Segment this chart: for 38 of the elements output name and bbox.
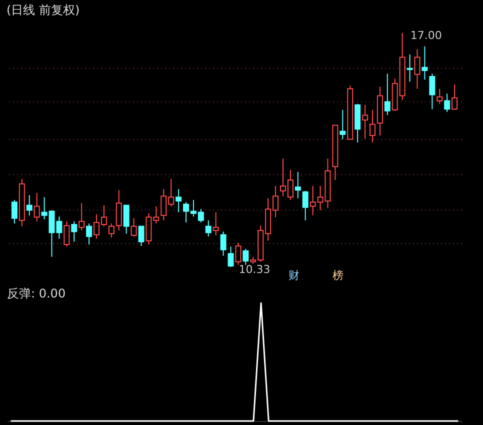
candlestick — [294, 171, 301, 199]
annotation: 17.00 — [410, 29, 442, 42]
candlestick — [71, 220, 78, 242]
candlestick — [11, 199, 18, 224]
candlestick — [340, 109, 346, 140]
candlestick — [123, 204, 130, 234]
text: 财 — [288, 269, 300, 282]
candlestick — [444, 93, 450, 112]
candlestick — [369, 109, 376, 143]
candlestick — [235, 242, 242, 266]
candlestick — [205, 220, 212, 237]
annotation: 10.33 — [238, 263, 270, 276]
candlestick — [138, 226, 144, 246]
candlestick — [429, 73, 436, 110]
candlestick — [220, 231, 226, 256]
candlestick — [452, 84, 458, 110]
candlestick — [26, 194, 32, 216]
chart-title: (日线 前复权) — [6, 3, 80, 17]
candlestick — [176, 188, 182, 213]
candlestick — [78, 202, 85, 232]
candlestick — [130, 218, 137, 237]
candlestick — [384, 73, 390, 116]
chart-title: 反弹: 0.00 — [7, 286, 66, 300]
candlestick — [228, 246, 234, 268]
candlestick — [362, 104, 368, 140]
candlestick — [242, 248, 249, 266]
candlestick — [422, 46, 428, 80]
candlestick — [34, 192, 40, 222]
candlestick — [212, 212, 219, 236]
text: 榜 — [332, 269, 344, 282]
candlestick — [64, 220, 70, 248]
candlestick — [108, 223, 114, 238]
candlestick — [86, 223, 92, 246]
candlestick — [116, 190, 122, 232]
candlestick — [302, 190, 308, 221]
candlestick — [406, 54, 413, 82]
candlestick — [436, 88, 443, 104]
candlestick — [414, 48, 420, 90]
